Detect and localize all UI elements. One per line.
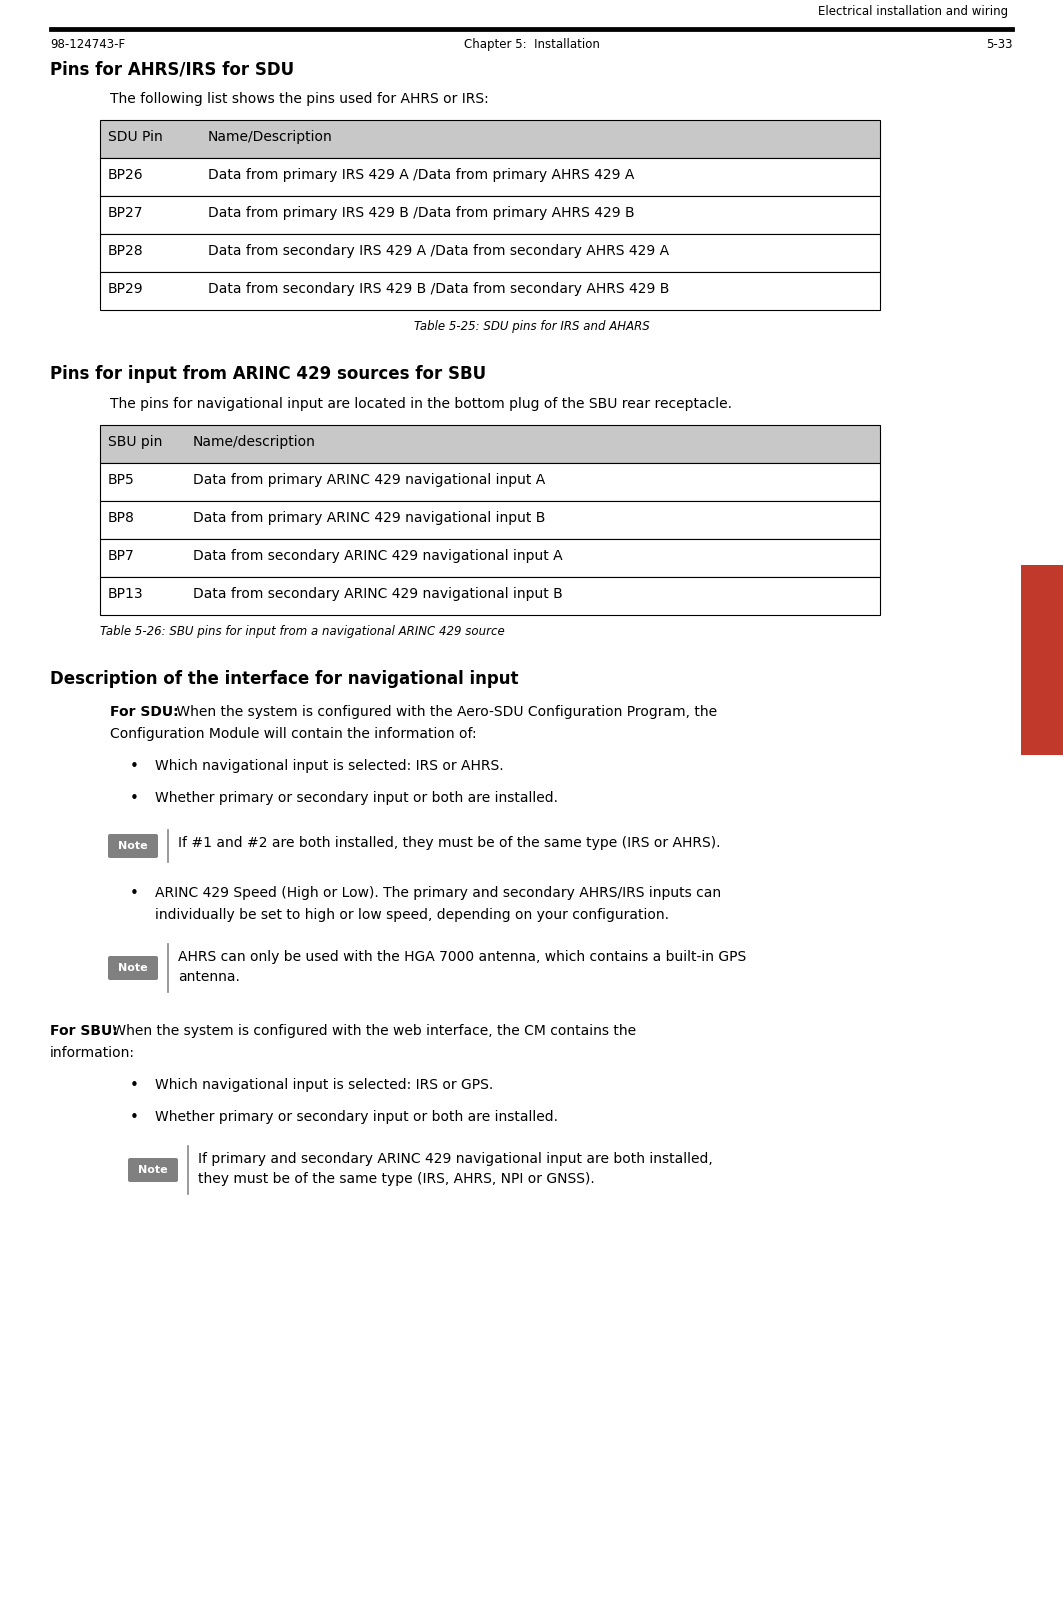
FancyBboxPatch shape xyxy=(100,159,880,196)
Text: The following list shows the pins used for AHRS or IRS:: The following list shows the pins used f… xyxy=(109,91,489,106)
FancyBboxPatch shape xyxy=(100,539,880,577)
Text: For SBU:: For SBU: xyxy=(50,1024,118,1039)
Text: Pins for input from ARINC 429 sources for SBU: Pins for input from ARINC 429 sources fo… xyxy=(50,365,486,383)
Text: BP8: BP8 xyxy=(108,511,135,526)
Text: Which navigational input is selected: IRS or GPS.: Which navigational input is selected: IR… xyxy=(155,1077,493,1092)
Text: •: • xyxy=(130,758,139,774)
Text: 5-33: 5-33 xyxy=(986,38,1013,51)
Text: Table 5-25: SDU pins for IRS and AHARS: Table 5-25: SDU pins for IRS and AHARS xyxy=(414,321,649,333)
Text: Chapter 5:  Installation: Chapter 5: Installation xyxy=(463,38,600,51)
Text: Data from secondary ARINC 429 navigational input B: Data from secondary ARINC 429 navigation… xyxy=(193,587,562,601)
Text: The pins for navigational input are located in the bottom plug of the SBU rear r: The pins for navigational input are loca… xyxy=(109,398,732,410)
Text: •: • xyxy=(130,1077,139,1093)
Text: BP28: BP28 xyxy=(108,244,144,258)
Text: BP13: BP13 xyxy=(108,587,144,601)
Text: Note: Note xyxy=(138,1165,168,1175)
Text: •: • xyxy=(130,886,139,901)
Text: information:: information: xyxy=(50,1047,135,1060)
FancyBboxPatch shape xyxy=(100,463,880,502)
Text: Data from primary ARINC 429 navigational input A: Data from primary ARINC 429 navigational… xyxy=(193,473,545,487)
Text: BP26: BP26 xyxy=(108,168,144,183)
Text: BP27: BP27 xyxy=(108,207,144,220)
FancyBboxPatch shape xyxy=(100,577,880,616)
FancyBboxPatch shape xyxy=(1020,564,1063,755)
Text: Name/Description: Name/Description xyxy=(208,130,333,144)
FancyBboxPatch shape xyxy=(108,834,158,858)
Text: Whether primary or secondary input or both are installed.: Whether primary or secondary input or bo… xyxy=(155,1109,558,1124)
FancyBboxPatch shape xyxy=(100,234,880,273)
FancyBboxPatch shape xyxy=(100,425,880,463)
Text: Data from primary IRS 429 A /Data from primary AHRS 429 A: Data from primary IRS 429 A /Data from p… xyxy=(208,168,635,183)
Text: SDU Pin: SDU Pin xyxy=(108,130,163,144)
Text: they must be of the same type (IRS, AHRS, NPI or GNSS).: they must be of the same type (IRS, AHRS… xyxy=(198,1172,595,1186)
Text: SBU pin: SBU pin xyxy=(108,434,163,449)
Text: Note: Note xyxy=(118,842,148,851)
FancyBboxPatch shape xyxy=(100,196,880,234)
Text: ARINC 429 Speed (High or Low). The primary and secondary AHRS/IRS inputs can: ARINC 429 Speed (High or Low). The prima… xyxy=(155,886,721,899)
Text: BP29: BP29 xyxy=(108,282,144,297)
FancyBboxPatch shape xyxy=(128,1157,178,1181)
Text: Electrical installation and wiring: Electrical installation and wiring xyxy=(817,5,1008,18)
Text: If primary and secondary ARINC 429 navigational input are both installed,: If primary and secondary ARINC 429 navig… xyxy=(198,1153,713,1165)
Text: individually be set to high or low speed, depending on your configuration.: individually be set to high or low speed… xyxy=(155,907,669,922)
Text: BP7: BP7 xyxy=(108,548,135,563)
Text: Data from secondary IRS 429 B /Data from secondary AHRS 429 B: Data from secondary IRS 429 B /Data from… xyxy=(208,282,670,297)
Text: Data from primary IRS 429 B /Data from primary AHRS 429 B: Data from primary IRS 429 B /Data from p… xyxy=(208,207,635,220)
Text: When the system is configured with the Aero-SDU Configuration Program, the: When the system is configured with the A… xyxy=(172,705,718,720)
FancyBboxPatch shape xyxy=(100,502,880,539)
Text: For SDU:: For SDU: xyxy=(109,705,179,720)
Text: Description of the interface for navigational input: Description of the interface for navigat… xyxy=(50,670,519,688)
Text: Data from secondary IRS 429 A /Data from secondary AHRS 429 A: Data from secondary IRS 429 A /Data from… xyxy=(208,244,669,258)
Text: Name/description: Name/description xyxy=(193,434,316,449)
FancyBboxPatch shape xyxy=(108,955,158,979)
Text: Whether primary or secondary input or both are installed.: Whether primary or secondary input or bo… xyxy=(155,790,558,805)
Text: When the system is configured with the web interface, the CM contains the: When the system is configured with the w… xyxy=(108,1024,636,1039)
Text: Which navigational input is selected: IRS or AHRS.: Which navigational input is selected: IR… xyxy=(155,758,504,773)
Text: Note: Note xyxy=(118,963,148,973)
Text: •: • xyxy=(130,1109,139,1125)
Text: Configuration Module will contain the information of:: Configuration Module will contain the in… xyxy=(109,728,476,741)
Text: antenna.: antenna. xyxy=(178,970,240,984)
FancyBboxPatch shape xyxy=(100,273,880,309)
Text: Data from secondary ARINC 429 navigational input A: Data from secondary ARINC 429 navigation… xyxy=(193,548,562,563)
Text: 98-124743-F: 98-124743-F xyxy=(50,38,125,51)
FancyBboxPatch shape xyxy=(100,120,880,159)
Text: Pins for AHRS/IRS for SDU: Pins for AHRS/IRS for SDU xyxy=(50,59,294,79)
Text: Table 5-26: SBU pins for input from a navigational ARINC 429 source: Table 5-26: SBU pins for input from a na… xyxy=(100,625,505,638)
Text: If #1 and #2 are both installed, they must be of the same type (IRS or AHRS).: If #1 and #2 are both installed, they mu… xyxy=(178,837,721,850)
Text: AHRS can only be used with the HGA 7000 antenna, which contains a built-in GPS: AHRS can only be used with the HGA 7000 … xyxy=(178,951,746,963)
Text: BP5: BP5 xyxy=(108,473,135,487)
Text: Data from primary ARINC 429 navigational input B: Data from primary ARINC 429 navigational… xyxy=(193,511,545,526)
Text: •: • xyxy=(130,790,139,806)
